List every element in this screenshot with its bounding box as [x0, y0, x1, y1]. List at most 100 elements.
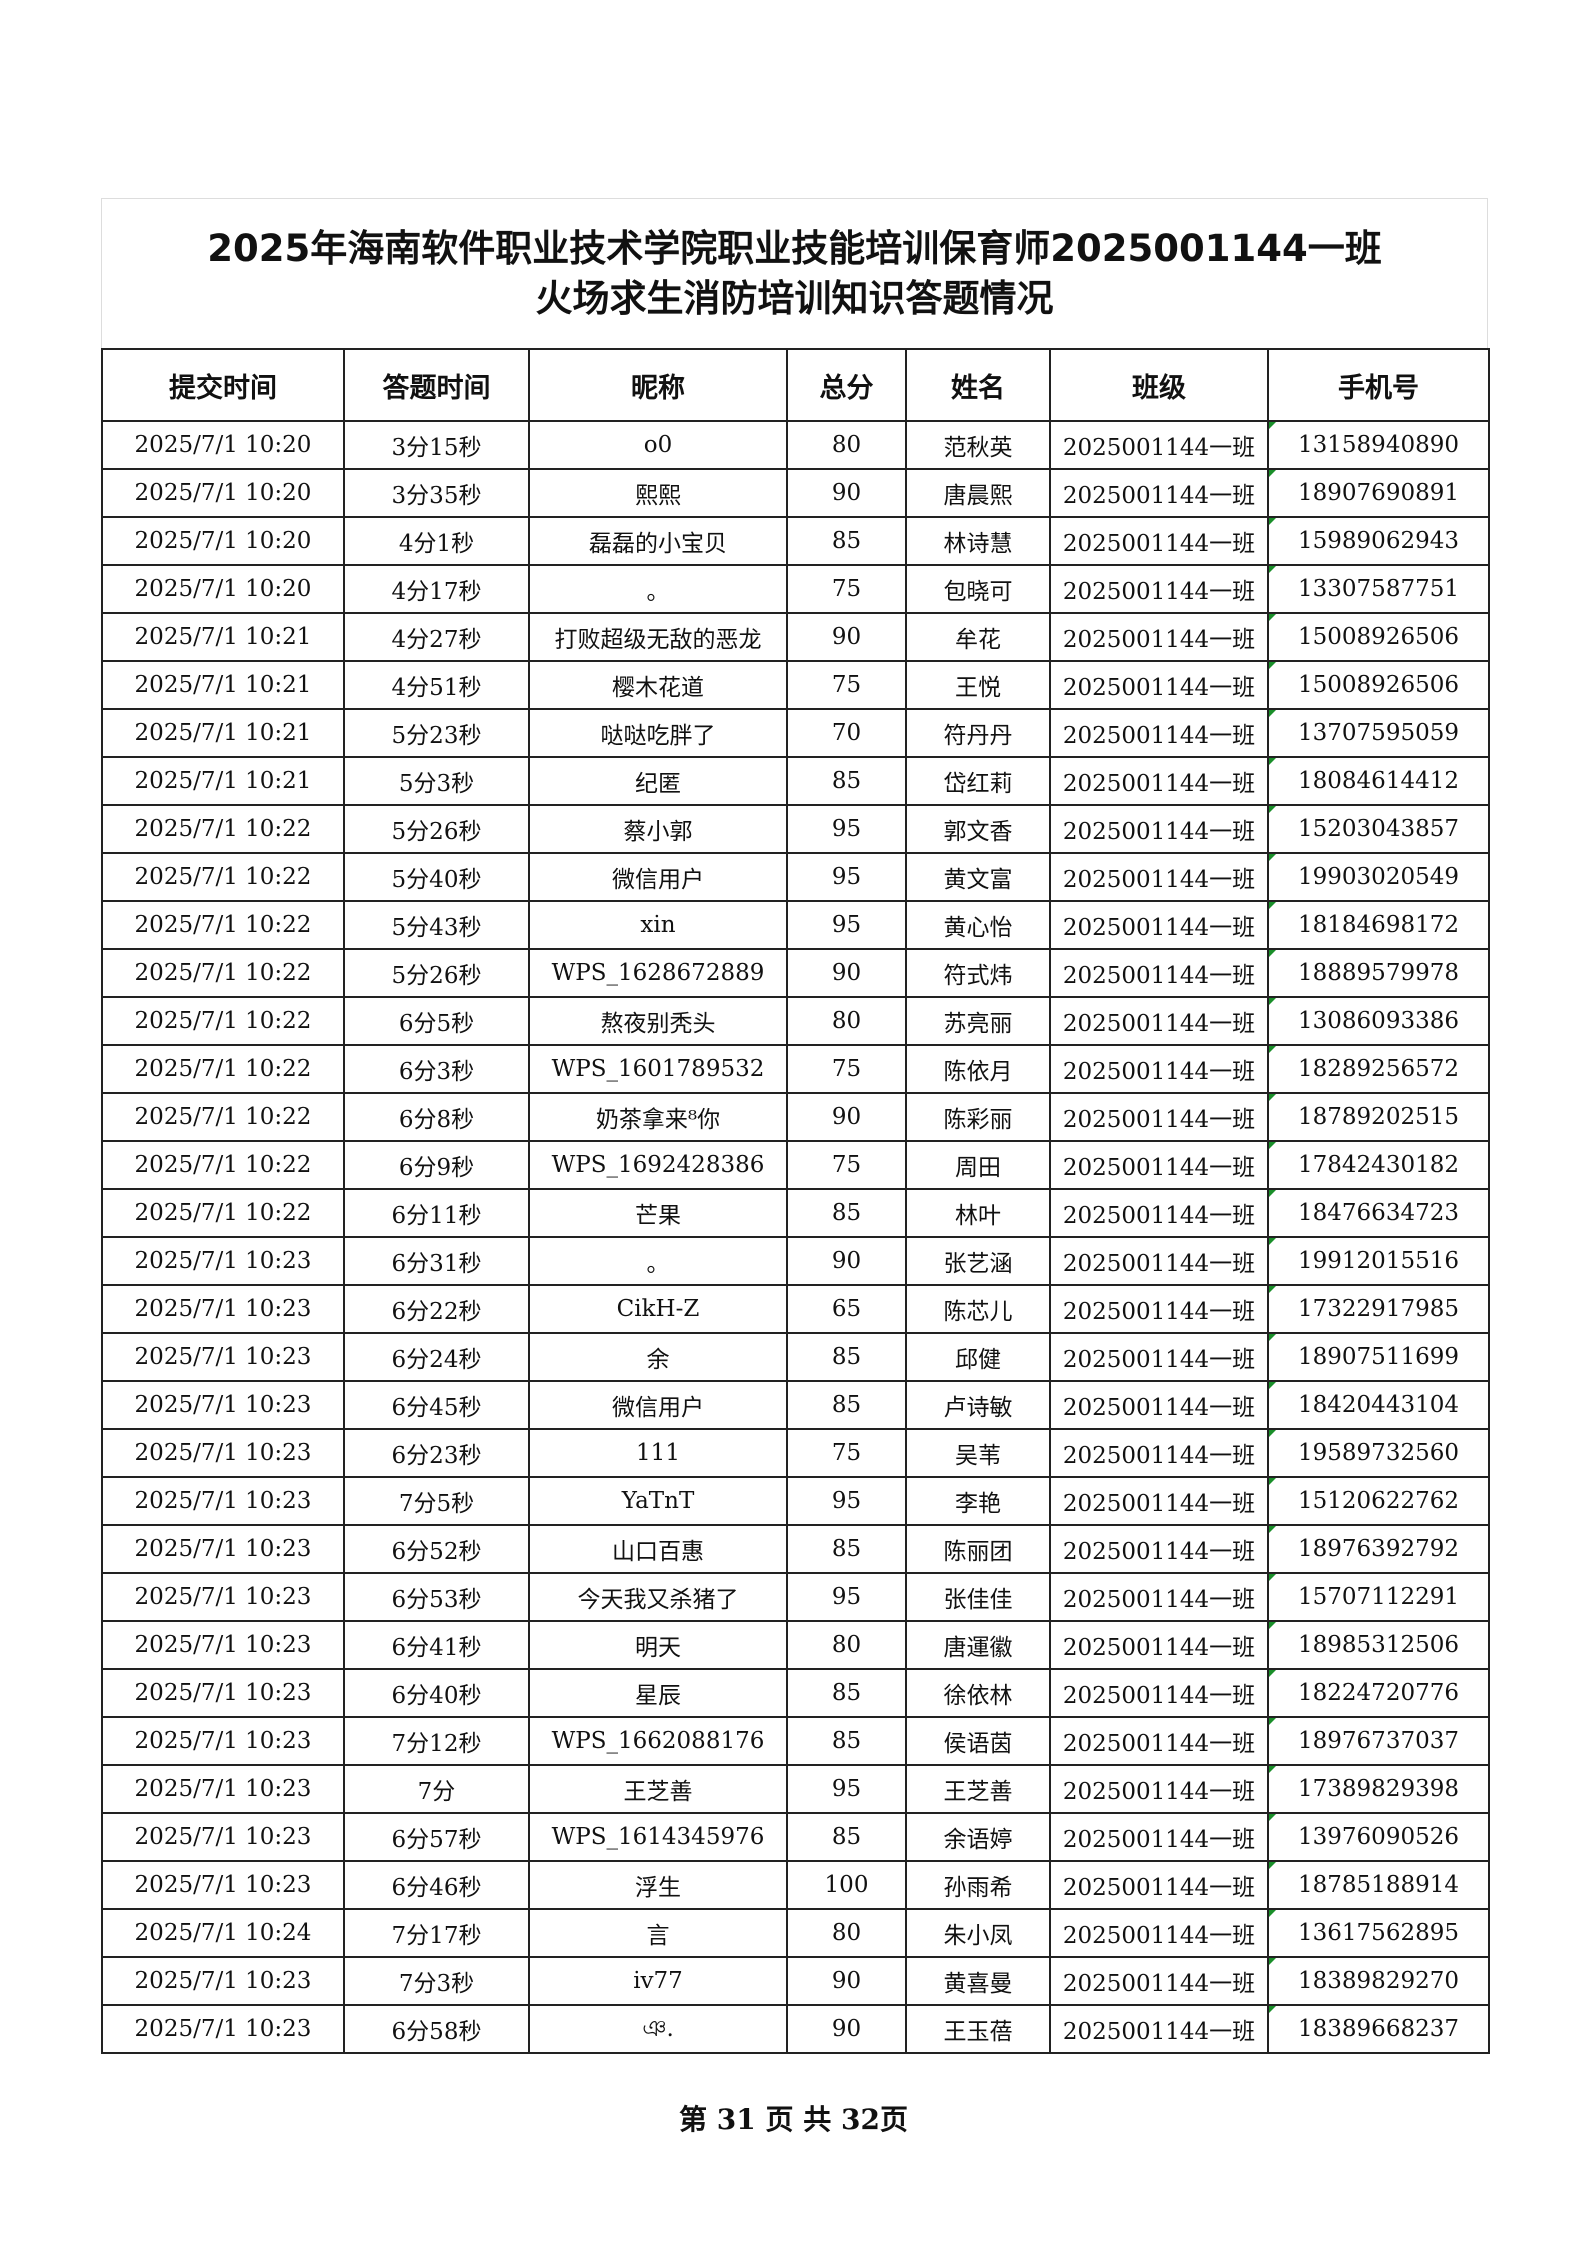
cell-total-score: 85	[786, 1188, 907, 1238]
cell-answer-duration: 6分52秒	[343, 1524, 530, 1574]
cell-total-score: 85	[786, 516, 907, 566]
cell-name: 陈丽团	[905, 1524, 1051, 1574]
cell-class: 2025001144一班	[1049, 420, 1269, 470]
cell-submit-time: 2025/7/1 10:21	[101, 612, 345, 662]
cell-nickname: 111	[528, 1428, 788, 1478]
cell-phone: 17322917985	[1267, 1284, 1490, 1334]
cell-name: 唐晨熙	[905, 468, 1051, 518]
cell-class: 2025001144一班	[1049, 996, 1269, 1046]
table-row: 2025/7/1 10:21 4分51秒 樱木花道 75 王悦 2025001144一班 1…	[101, 660, 1490, 710]
cell-answer-duration: 6分58秒	[343, 2004, 530, 2054]
table-row: 2025/7/1 10:24 7分17秒言 80 朱小凤 2025001144一班 136…	[101, 1908, 1490, 1958]
cell-submit-time: 2025/7/1 10:23	[101, 1668, 345, 1718]
cell-submit-time: 2025/7/1 10:20	[101, 468, 345, 518]
cell-class: 2025001144一班	[1049, 468, 1269, 518]
cell-total-score: 75	[786, 1428, 907, 1478]
cell-phone: 18420443104	[1267, 1380, 1490, 1430]
cell-phone: 18476634723	[1267, 1188, 1490, 1238]
cell-phone: 15203043857	[1267, 804, 1490, 854]
cell-total-score: 90	[786, 1092, 907, 1142]
cell-answer-duration: 6分41秒	[343, 1620, 530, 1670]
cell-phone: 13158940890	[1267, 420, 1490, 470]
cell-phone: 17389829398	[1267, 1764, 1490, 1814]
table-row: 2025/7/1 10:20 3分15秒 o0 80 范秋英 2025001144一班 13…	[101, 420, 1490, 470]
cell-submit-time: 2025/7/1 10:23	[101, 1428, 345, 1478]
cell-name: 岱红莉	[905, 756, 1051, 806]
table-row: 2025/7/1 10:20 4分1秒 磊磊的小宝贝 85 林诗慧 2025001144一…	[101, 516, 1490, 566]
cell-nickname: 今天我又杀猪了	[528, 1572, 788, 1622]
cell-phone: 15120622762	[1267, 1476, 1490, 1526]
cell-class: 2025001144一班	[1049, 852, 1269, 902]
cell-phone: 18389668237	[1267, 2004, 1490, 2054]
cell-total-score: 100	[786, 1860, 907, 1910]
table-row: 2025/7/1 10:23 6分46秒 浮生 100 孙雨希 2025001144一班 1…	[101, 1860, 1490, 1910]
table-row: 2025/7/1 10:20 4分17秒。 75 包晓可 2025001144一班 133…	[101, 564, 1490, 614]
cell-name: 唐運徽	[905, 1620, 1051, 1670]
table-row: 2025/7/1 10:22 5分26秒 蔡小郭 95 郭文香 2025001144一班 1…	[101, 804, 1490, 854]
cell-name: 周田	[905, 1140, 1051, 1190]
cell-total-score: 95	[786, 804, 907, 854]
cell-name: 王芝善	[905, 1764, 1051, 1814]
cell-name: 林诗慧	[905, 516, 1051, 566]
cell-submit-time: 2025/7/1 10:20	[101, 516, 345, 566]
cell-answer-duration: 7分12秒	[343, 1716, 530, 1766]
cell-answer-duration: 6分22秒	[343, 1284, 530, 1334]
cell-submit-time: 2025/7/1 10:23	[101, 1236, 345, 1286]
cell-phone: 15008926506	[1267, 612, 1490, 662]
cell-nickname: WPS_1692428386	[528, 1140, 788, 1190]
cell-answer-duration: 7分3秒	[343, 1956, 530, 2006]
cell-nickname: 王芝善	[528, 1764, 788, 1814]
cell-phone: 18976737037	[1267, 1716, 1490, 1766]
cell-name: 黄文富	[905, 852, 1051, 902]
cell-phone: 13976090526	[1267, 1812, 1490, 1862]
cell-answer-duration: 5分26秒	[343, 948, 530, 998]
table-row: 2025/7/1 10:23 6分58秒 ঞ. 90 王玉蓓 2025001144一班 18…	[101, 2004, 1490, 2054]
cell-submit-time: 2025/7/1 10:23	[101, 1476, 345, 1526]
table-row: 2025/7/1 10:22 5分26秒 WPS_1628672889 90 符式炜 20…	[101, 948, 1490, 998]
cell-submit-time: 2025/7/1 10:23	[101, 1620, 345, 1670]
cell-class: 2025001144一班	[1049, 1332, 1269, 1382]
cell-class: 2025001144一班	[1049, 1236, 1269, 1286]
cell-nickname: WPS_1614345976	[528, 1812, 788, 1862]
cell-class: 2025001144一班	[1049, 948, 1269, 998]
cell-name: 符丹丹	[905, 708, 1051, 758]
cell-class: 2025001144一班	[1049, 1476, 1269, 1526]
cell-nickname: 打败超级无敌的恶龙	[528, 612, 788, 662]
cell-name: 牟花	[905, 612, 1051, 662]
cell-answer-duration: 7分17秒	[343, 1908, 530, 1958]
table-row: 2025/7/1 10:23 6分24秒余 85 邱健 2025001144一班 1890…	[101, 1332, 1490, 1382]
cell-class: 2025001144一班	[1049, 1428, 1269, 1478]
cell-phone: 13707595059	[1267, 708, 1490, 758]
cell-phone: 18084614412	[1267, 756, 1490, 806]
cell-nickname: 芒果	[528, 1188, 788, 1238]
table-row: 2025/7/1 10:23 6分53秒 今天我又杀猪了 95 张佳佳 202500114…	[101, 1572, 1490, 1622]
column-header-phone: 手机号	[1267, 348, 1490, 422]
cell-submit-time: 2025/7/1 10:23	[101, 1572, 345, 1622]
cell-submit-time: 2025/7/1 10:23	[101, 1812, 345, 1862]
column-header-answer-duration: 答题时间	[343, 348, 530, 422]
table-row: 2025/7/1 10:21 5分3秒 纪匿 85 岱红莉 2025001144一班 180…	[101, 756, 1490, 806]
cell-phone: 17842430182	[1267, 1140, 1490, 1190]
cell-class: 2025001144一班	[1049, 1188, 1269, 1238]
cell-answer-duration: 6分45秒	[343, 1380, 530, 1430]
cell-nickname: 浮生	[528, 1860, 788, 1910]
cell-phone: 18184698172	[1267, 900, 1490, 950]
cell-answer-duration: 6分53秒	[343, 1572, 530, 1622]
cell-nickname: 明天	[528, 1620, 788, 1670]
answer-table: 提交时间 答题时间 昵称 总分 姓名 班级 手机号 2025/7/1 10:20 3分15秒 o…	[101, 348, 1490, 2054]
cell-class: 2025001144一班	[1049, 1092, 1269, 1142]
cell-name: 符式炜	[905, 948, 1051, 998]
cell-class: 2025001144一班	[1049, 1524, 1269, 1574]
cell-submit-time: 2025/7/1 10:23	[101, 1860, 345, 1910]
cell-submit-time: 2025/7/1 10:23	[101, 1524, 345, 1574]
cell-answer-duration: 3分35秒	[343, 468, 530, 518]
page-number: 第 31 页 共 32页	[679, 2103, 908, 2136]
cell-class: 2025001144一班	[1049, 756, 1269, 806]
cell-answer-duration: 4分51秒	[343, 660, 530, 710]
table-row: 2025/7/1 10:22 5分40秒 微信用户 95 黄文富 2025001144一班…	[101, 852, 1490, 902]
title-block: 2025年海南软件职业技术学院职业技能培训保育师2025001144一班 火场求…	[101, 198, 1488, 348]
cell-submit-time: 2025/7/1 10:20	[101, 564, 345, 614]
cell-total-score: 95	[786, 1476, 907, 1526]
cell-submit-time: 2025/7/1 10:21	[101, 756, 345, 806]
cell-submit-time: 2025/7/1 10:22	[101, 948, 345, 998]
